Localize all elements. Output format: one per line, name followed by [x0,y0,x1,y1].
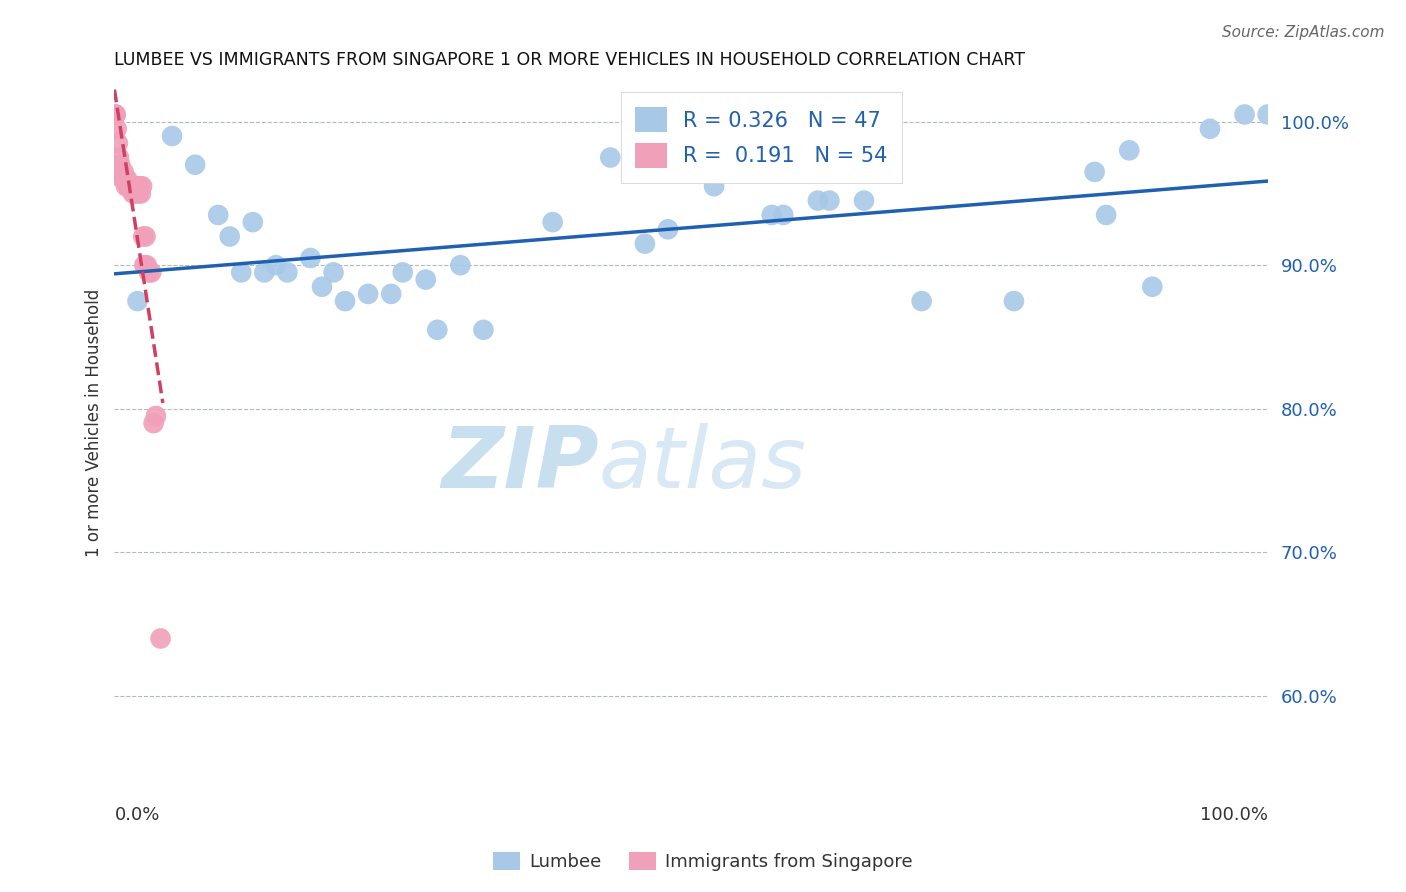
Point [141,265,163,279]
Point [333,294,356,309]
Point [772,208,794,222]
Point [105,121,128,136]
Point [207,208,229,222]
Point [264,258,287,272]
Point [1095,208,1118,222]
Point [128,179,150,194]
Point [253,265,276,279]
Point [135,258,157,272]
Point [657,222,679,236]
Text: atlas: atlas [599,423,807,506]
Point [115,172,138,186]
Point [1233,107,1256,121]
Point [311,279,333,293]
Point [391,265,413,279]
Point [131,179,153,194]
Point [1142,279,1164,293]
Point [112,165,135,179]
Text: 0.0%: 0.0% [114,805,160,823]
Point [761,208,783,222]
Point [108,158,131,172]
Point [115,179,138,194]
Point [1002,294,1025,309]
Legend: Lumbee, Immigrants from Singapore: Lumbee, Immigrants from Singapore [486,845,920,879]
Point [242,215,264,229]
Point [132,229,155,244]
Point [853,194,876,208]
Point [1118,144,1140,158]
Point [472,323,495,337]
Point [357,287,380,301]
Text: LUMBEE VS IMMIGRANTS FROM SINGAPORE 1 OR MORE VEHICLES IN HOUSEHOLD CORRELATION : LUMBEE VS IMMIGRANTS FROM SINGAPORE 1 OR… [114,51,1025,69]
Point [135,229,157,244]
Point [125,179,148,194]
Point [380,287,402,301]
Point [426,323,449,337]
Point [121,186,143,201]
Point [124,186,146,201]
Point [127,179,149,194]
Point [299,251,322,265]
Point [415,272,437,286]
Point [1199,121,1222,136]
Point [322,265,344,279]
Point [231,265,253,279]
Point [111,172,134,186]
Point [184,158,207,172]
Point [138,265,160,279]
Point [107,136,129,151]
Point [129,186,152,201]
Point [120,179,142,194]
Point [634,236,657,251]
Point [122,179,145,194]
Point [149,632,172,646]
Point [128,186,150,201]
Point [118,179,141,194]
Point [911,294,934,309]
Point [160,128,183,143]
Point [145,409,167,423]
Point [807,194,830,208]
Y-axis label: 1 or more Vehicles in Household: 1 or more Vehicles in Household [86,289,103,558]
Point [1084,165,1107,179]
Point [818,194,841,208]
Point [142,416,165,430]
Point [599,151,621,165]
Point [117,179,139,194]
Point [121,179,143,194]
Point [104,107,127,121]
Point [1257,107,1279,121]
Point [104,107,127,121]
Point [114,172,136,186]
Legend: R = 0.326   N = 47, R =  0.191   N = 54: R = 0.326 N = 47, R = 0.191 N = 54 [620,93,903,183]
Point [703,179,725,194]
Point [218,229,240,244]
Text: 100.0%: 100.0% [1199,805,1268,823]
Point [110,165,132,179]
Text: Source: ZipAtlas.com: Source: ZipAtlas.com [1222,25,1385,40]
Point [134,258,156,272]
Point [449,258,471,272]
Point [127,294,149,309]
Point [541,215,564,229]
Text: ZIP: ZIP [441,423,599,506]
Point [276,265,298,279]
Point [108,151,131,165]
